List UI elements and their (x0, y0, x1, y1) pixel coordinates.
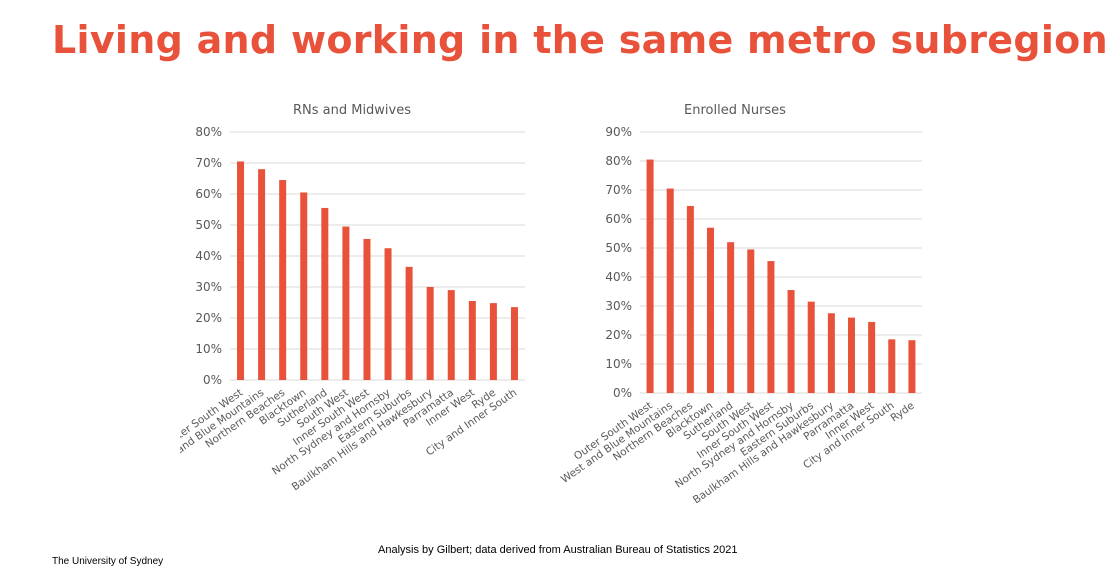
bar (827, 313, 835, 393)
x-category-label: West and Blue Mountains (560, 400, 675, 486)
bar (279, 180, 287, 380)
y-tick-label: 20% (195, 311, 222, 325)
bar (727, 242, 735, 393)
footer-university: The University of Sydney (52, 556, 164, 567)
y-tick-label: 0% (613, 386, 632, 400)
y-tick-label: 20% (605, 328, 632, 342)
bar (300, 192, 308, 380)
bar (646, 159, 654, 393)
page-title: Living and working in the same metro sub… (52, 18, 1105, 62)
y-tick-label: 80% (195, 125, 222, 139)
y-tick-label: 40% (605, 270, 632, 284)
bar (848, 317, 855, 393)
bar (908, 340, 916, 393)
y-tick-label: 30% (605, 299, 632, 313)
chart-title: Enrolled Nurses (684, 103, 786, 118)
y-tick-label: 80% (605, 154, 632, 168)
bar (363, 238, 371, 380)
bar (447, 290, 455, 380)
y-tick-label: 90% (605, 125, 632, 139)
y-tick-label: 60% (195, 187, 222, 201)
chart-rns-midwives: RNs and Midwives 0% 10% 20% 30% 40% 50% 60% 70% 8… (180, 103, 525, 493)
y-tick-label: 50% (605, 241, 632, 255)
bar (666, 188, 674, 393)
x-category-label: Ryde (888, 400, 916, 425)
bar (888, 339, 896, 393)
bar (384, 248, 392, 380)
bar (510, 307, 518, 380)
bar (868, 321, 876, 393)
y-tick-label: 0% (203, 373, 222, 387)
bar (237, 161, 245, 380)
bar (807, 301, 815, 393)
y-tick-label: 70% (195, 156, 222, 170)
bar (747, 249, 755, 393)
y-tick-label: 10% (605, 357, 632, 371)
y-tick-label: 10% (195, 342, 222, 356)
y-tick-label: 50% (195, 218, 222, 232)
bar (405, 266, 413, 380)
y-tick-label: 60% (605, 212, 632, 226)
bar (489, 303, 497, 380)
chart-title: RNs and Midwives (293, 103, 411, 118)
bar (686, 205, 694, 393)
bar (767, 261, 775, 393)
bar (342, 226, 350, 380)
source-caption: Analysis by Gilbert; data derived from A… (378, 544, 738, 556)
bar (787, 290, 795, 393)
y-tick-label: 30% (195, 280, 222, 294)
bar (321, 207, 329, 380)
y-tick-label: 70% (605, 183, 632, 197)
bar (426, 287, 434, 380)
bar (707, 227, 714, 393)
bar (468, 300, 476, 380)
y-tick-label: 40% (195, 249, 222, 263)
bar (258, 169, 266, 380)
chart-enrolled-nurses: Enrolled Nurses 0% 10% 20% 30% 40% 50% 60% 70% 80… (560, 103, 922, 506)
